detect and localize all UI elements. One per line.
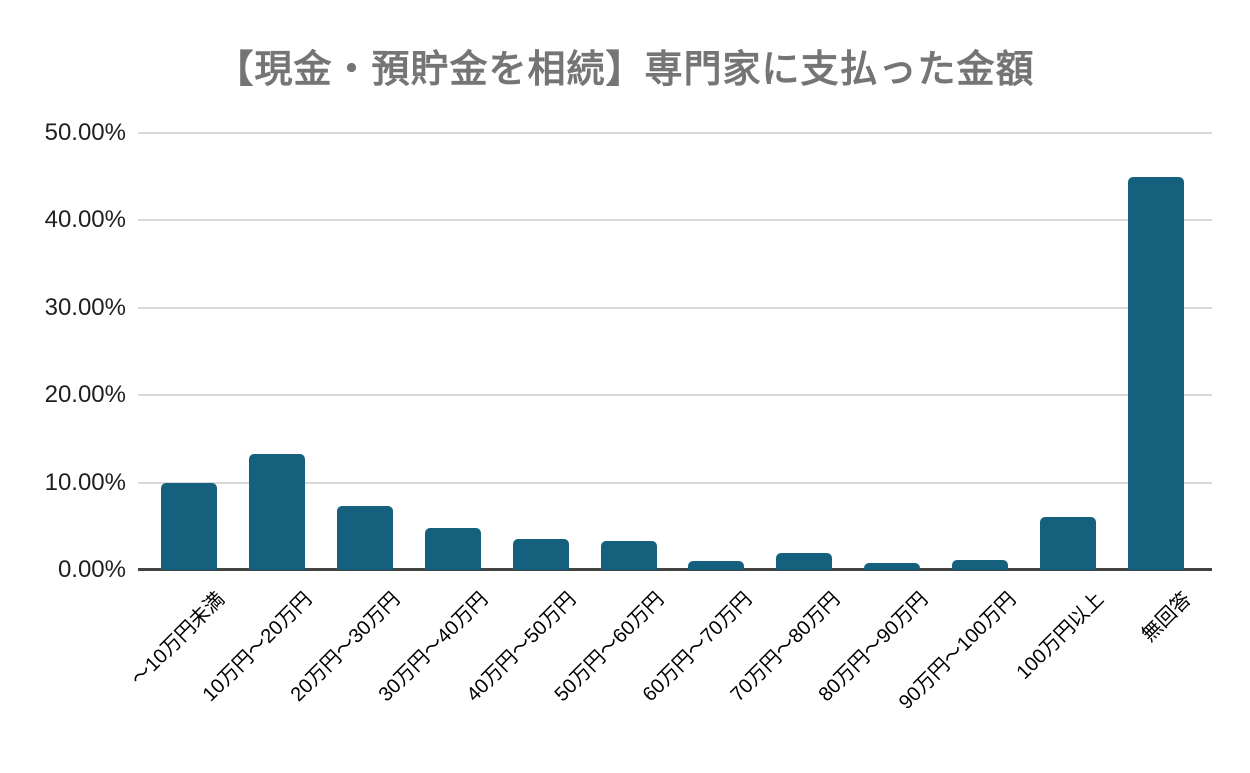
- bar-series: [145, 133, 1200, 570]
- plot-area: [138, 132, 1212, 571]
- bar-column: [145, 133, 233, 570]
- bar-column: [848, 133, 936, 570]
- x-tick-label: 無回答: [1137, 588, 1196, 647]
- bar: [424, 528, 481, 570]
- bar: [688, 561, 745, 570]
- bar-column: [585, 133, 673, 570]
- y-axis: 50.00% 40.00% 30.00% 20.00% 10.00% 0.00%: [0, 119, 126, 583]
- bar: [1040, 516, 1097, 570]
- gridline: [138, 219, 1212, 222]
- x-label-cell: 90万円～100万円: [894, 584, 1024, 769]
- y-tick-label: 10.00%: [44, 468, 126, 496]
- y-tick-label: 0.00%: [57, 556, 126, 583]
- x-label-cell: 100万円以上: [1012, 584, 1112, 769]
- y-tick-label: 50.00%: [44, 119, 126, 146]
- bar-column: [409, 133, 497, 570]
- bar-column: [233, 133, 321, 570]
- bar: [776, 552, 833, 570]
- bar: [600, 541, 657, 570]
- y-tick-label: 30.00%: [44, 293, 126, 321]
- bar-column: [1024, 133, 1112, 570]
- bar: [248, 453, 305, 570]
- chart-title: 【現金・預貯金を相続】専門家に支払った金額: [215, 49, 1035, 91]
- bar-column: [673, 133, 761, 570]
- gridline: [138, 481, 1212, 484]
- bar-column: [497, 133, 585, 570]
- bar-column: [936, 133, 1024, 570]
- bar-column: [321, 133, 409, 570]
- y-tick-label: 20.00%: [44, 381, 126, 409]
- bar: [512, 538, 569, 570]
- bar-column: [760, 133, 848, 570]
- bar: [1128, 176, 1185, 570]
- x-label-cell: 無回答: [1112, 584, 1200, 769]
- bar: [160, 482, 217, 570]
- y-tick-label: 40.00%: [44, 206, 126, 234]
- gridline: [138, 394, 1212, 397]
- x-axis-line: [138, 568, 1212, 571]
- bar: [336, 506, 393, 570]
- gridline: [138, 132, 1212, 134]
- gridline: [138, 306, 1212, 309]
- x-axis-labels: ～10万円未満 10万円～20万円 20万円～30万円 30万円～40万円 40万円～5…: [127, 584, 1200, 769]
- bar: [864, 563, 921, 570]
- bar-column: [1112, 133, 1200, 570]
- bar: [952, 560, 1009, 570]
